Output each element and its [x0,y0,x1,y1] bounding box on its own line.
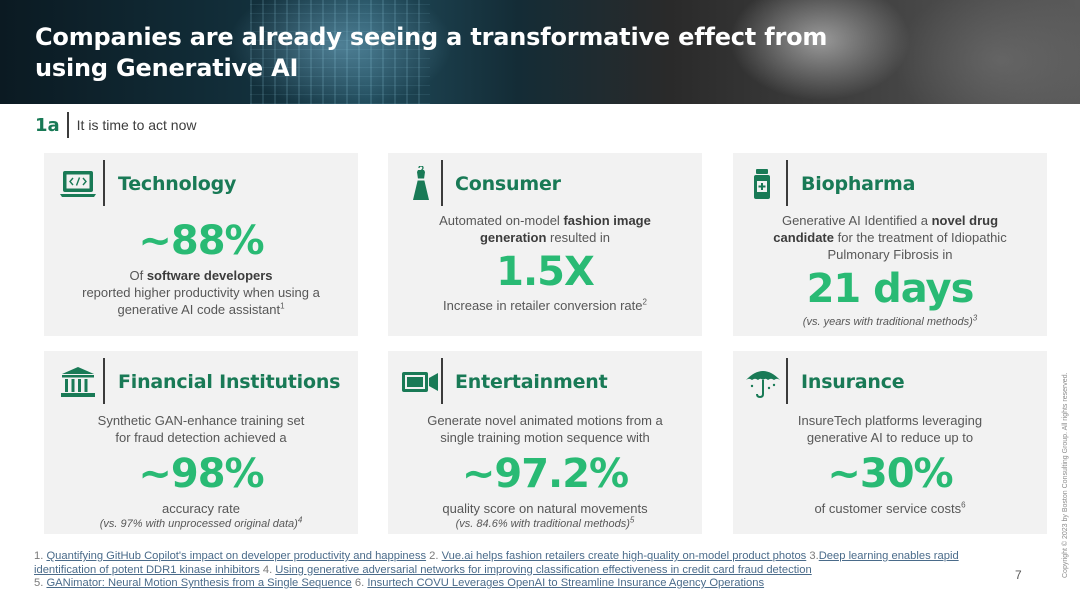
card-description: Generate novel animated motions from a s… [427,413,663,445]
footnotes: 1. Quantifying GitHub Copilot's impact o… [34,550,959,589]
stat-note: (vs. years with traditional methods)3 [802,313,978,328]
stat-description: Of software developers reported higher p… [82,268,320,317]
stat-value: 21 days [806,266,975,312]
section-label: 1a It is time to act now [35,112,197,138]
copyright-notice: Copyright © 2023 by Boston Consulting Gr… [1062,372,1069,578]
footnote-link-2[interactable]: Vue.ai helps fashion retailers create hi… [441,550,807,562]
card-divider [441,160,443,206]
card-title: Consumer [455,173,561,195]
footnote-link-3[interactable]: Deep learning enables rapid identificati… [34,550,959,576]
card-title: Biopharma [801,173,916,195]
footnote-link-5[interactable]: GANimator: Neural Motion Synthesis from … [46,577,352,589]
card-consumer: Consumer Automated on-model fashion imag… [388,153,702,336]
section-title: It is time to act now [76,117,197,133]
card-title: Technology [118,173,237,195]
card-insurance: Insurance InsureTech platforms leveragin… [733,351,1047,534]
umbrella-icon [743,364,783,400]
stat-value: ~88% [138,218,264,264]
card-description: Automated on-model fashion image generat… [439,213,651,245]
card-divider [103,358,105,404]
stat-description: accuracy rate [161,501,241,516]
footnote-link-4[interactable]: Using generative adversarial networks fo… [275,563,812,576]
medicine-bottle-icon [743,166,783,202]
stat-description: quality score on natural movements [442,501,648,516]
card-description: Synthetic GAN-enhance training set for f… [97,413,305,445]
card-description: InsureTech platforms leveraging generati… [797,413,983,445]
card-title: Insurance [801,371,905,393]
card-divider [786,160,788,206]
stat-description: Increase in retailer conversion rate2 [443,297,647,313]
stat-value: ~98% [138,451,264,497]
stat-value: ~30% [827,451,953,497]
card-technology: Technology ~88% Of software developers r… [44,153,358,336]
dress-icon [402,165,442,202]
footnote-ref: 3 [972,313,978,323]
footnote-ref: 6 [961,500,966,510]
card-financial-institutions: Financial Institutions Synthetic GAN-enh… [44,351,358,534]
footnote-ref: 4 [297,515,303,525]
card-divider [441,358,443,404]
laptop-code-icon [58,166,98,202]
card-description: Generative AI Identified a novel drug ca… [773,213,1007,262]
footnote-link-1[interactable]: Quantifying GitHub Copilot's impact on d… [46,550,427,562]
page-title: Companies are already seeing a transform… [35,23,828,82]
stat-value: ~97.2% [461,451,629,497]
card-title: Financial Institutions [118,371,341,393]
header-banner: Companies are already seeing a transform… [0,0,1080,104]
footnote-ref: 2 [642,297,647,307]
card-divider [103,160,105,206]
stat-note: (vs. 97% with unprocessed original data)… [99,515,303,530]
bank-icon [58,364,98,400]
stat-note: (vs. 84.6% with traditional methods)5 [455,515,635,530]
video-camera-icon [400,364,440,400]
stat-value: 1.5X [496,249,595,295]
footnote-link-6[interactable]: Insurtech COVU Leverages OpenAI to Strea… [367,577,765,589]
card-biopharma: Biopharma Generative AI Identified a nov… [733,153,1047,336]
stat-description: of customer service costs6 [814,500,966,516]
banner-background-image [250,0,430,104]
card-divider [786,358,788,404]
section-number: 1a [35,114,60,136]
page-number: 7 [1015,568,1022,582]
footnote-ref: 5 [629,515,635,525]
section-divider [66,112,69,138]
footnote-ref: 1 [280,301,285,311]
card-entertainment: Entertainment Generate novel animated mo… [388,351,702,534]
card-title: Entertainment [455,371,608,393]
